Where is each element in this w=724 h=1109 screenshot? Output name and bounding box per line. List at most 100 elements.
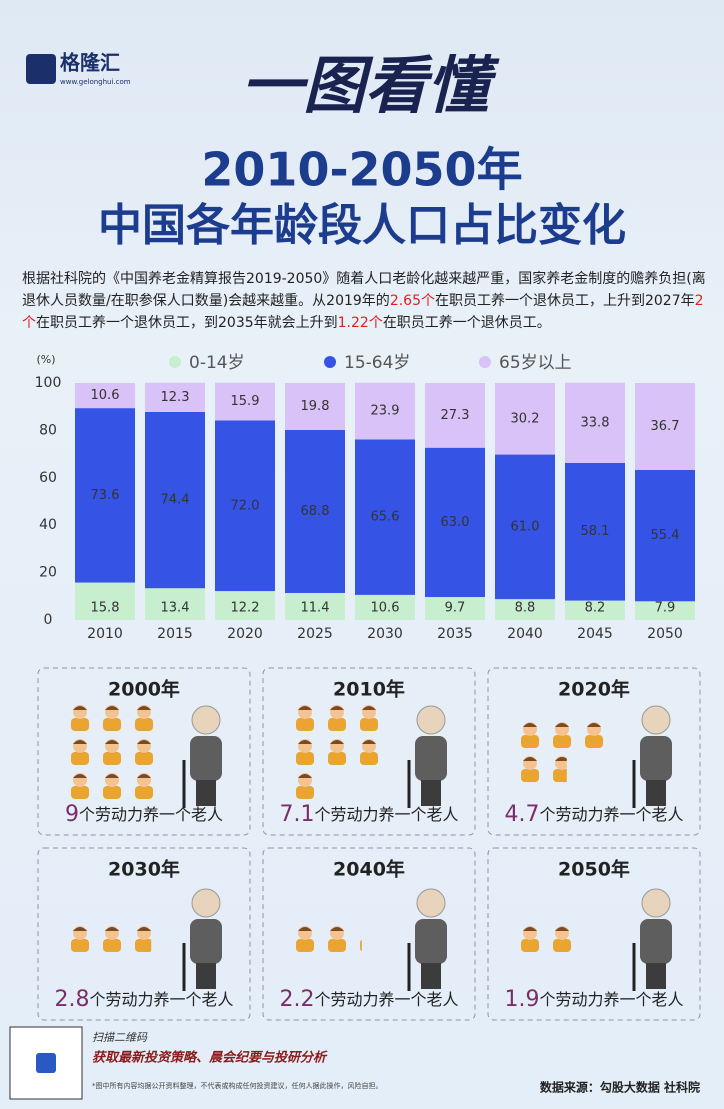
panel-ratio: 2.2: [279, 987, 314, 1012]
value-label: 72.0: [231, 498, 260, 513]
x-tick-label: 2035: [437, 626, 473, 642]
panel-ratio: 2.8: [54, 987, 89, 1012]
title-line2: 中国各年龄段人口占比变化: [98, 200, 626, 251]
value-label: 15.9: [231, 394, 260, 409]
elder-body: [190, 919, 222, 964]
worker-hair: [523, 927, 537, 931]
worker-body: [521, 769, 539, 782]
bar-segment: [285, 383, 345, 430]
worker-icon: [296, 705, 314, 731]
legend-label: 65岁以上: [499, 353, 572, 373]
worker-icon: [71, 773, 89, 799]
bar-segment: [425, 597, 485, 620]
worker-icon: [553, 722, 571, 748]
worker-body: [71, 786, 89, 799]
panel: [37, 667, 251, 836]
worker-hair: [523, 723, 537, 727]
worker-icon: [71, 705, 89, 731]
worker-hair: [298, 927, 312, 931]
panel-year: 2050年: [558, 858, 630, 881]
panel-caption: 9个劳动力养一个老人: [65, 802, 223, 827]
bar-segment: [145, 411, 205, 589]
value-label: 8.2: [585, 601, 606, 616]
panel-caption: 7.1个劳动力养一个老人: [279, 802, 458, 827]
footer-promo: 获取最新投资策略、晨会纪要与投研分析: [92, 1050, 328, 1066]
worker-group: [296, 926, 376, 952]
bar-segment: [215, 382, 275, 421]
worker-icon: [135, 926, 152, 952]
panel-ratio: 7.1: [279, 802, 314, 827]
worker-face: [362, 926, 376, 940]
value-label: 23.9: [371, 404, 400, 419]
y-tick-label: 20: [39, 565, 57, 581]
elder-head: [641, 888, 671, 918]
value-label: 8.8: [515, 601, 536, 616]
value-label: 10.6: [371, 601, 400, 616]
worker-icon: [521, 722, 539, 748]
intro-text: 在职员工养一个退休员工，到2035年就会上升到: [36, 315, 338, 331]
elder-head: [641, 705, 671, 735]
panel-year: 2000年: [108, 678, 180, 701]
worker-hair: [73, 774, 87, 778]
panel-caption-text: 个劳动力养一个老人: [539, 805, 683, 824]
worker-group: [521, 722, 603, 782]
worker-body: [296, 752, 314, 765]
worker-body: [553, 769, 567, 782]
worker-icon: [521, 756, 539, 782]
worker-body: [135, 939, 152, 952]
worker-hair: [362, 740, 376, 744]
value-label: 55.4: [651, 528, 680, 543]
value-label: 27.3: [441, 408, 470, 423]
value-label: 33.8: [581, 415, 610, 430]
worker-hair: [298, 774, 312, 778]
elder-body: [190, 736, 222, 781]
panel: [262, 847, 476, 1021]
elder-legs: [196, 780, 216, 806]
worker-hair: [73, 927, 87, 931]
logo-mark: [26, 54, 56, 84]
worker-icon: [135, 705, 153, 731]
worker-group: [71, 705, 153, 799]
bar-segment: [285, 592, 345, 620]
value-label: 13.4: [161, 601, 190, 616]
x-tick-label: 2010: [87, 626, 123, 642]
worker-icon: [328, 773, 346, 799]
worker-hair: [330, 740, 344, 744]
worker-icon: [103, 739, 121, 765]
elder-head: [191, 705, 221, 735]
panel: [487, 667, 701, 836]
worker-icon: [135, 773, 153, 799]
value-label: 9.7: [445, 601, 466, 616]
panel: [487, 847, 701, 1021]
intro-text: 在职员工养一个退休员工。: [382, 315, 551, 331]
worker-hair: [330, 774, 344, 778]
footer-source: 数据来源：勾股大数据 社科院: [540, 1080, 700, 1095]
elder-head: [416, 705, 446, 735]
elder-head: [191, 888, 221, 918]
value-label: 65.6: [371, 510, 400, 525]
worker-hair: [137, 927, 151, 931]
worker-hair: [330, 927, 344, 931]
panel-caption-text: 个劳动力养一个老人: [539, 990, 683, 1009]
value-label: 58.1: [581, 524, 610, 539]
bar-segment: [145, 588, 205, 620]
worker-icon: [360, 705, 378, 731]
value-label: 36.7: [651, 419, 680, 434]
qr-logo: [36, 1053, 56, 1073]
intro: 根据社科院的《中国养老金精算报告2019-2050》随着人口老龄化越来越严重，国…: [22, 268, 706, 334]
banner: 一图看懂: [241, 49, 500, 122]
x-tick-label: 2015: [157, 626, 193, 642]
worker-hair: [73, 740, 87, 744]
intro-text: 根据社科院的《中国养老金精算报告2019-2050》随着人口老龄化越来越严重，国…: [22, 271, 706, 309]
legend-swatch: [479, 356, 491, 368]
title-line1: 2010-2050年: [201, 143, 522, 197]
bar-segment: [75, 383, 135, 409]
x-tick-label: 2050: [647, 626, 683, 642]
worker-hair: [298, 706, 312, 710]
bar-segment: [565, 462, 625, 601]
y-tick-label: 0: [44, 612, 53, 628]
worker-hair: [137, 774, 151, 778]
bar-segment: [75, 582, 135, 620]
panel-ratio: 1.9: [504, 987, 539, 1012]
